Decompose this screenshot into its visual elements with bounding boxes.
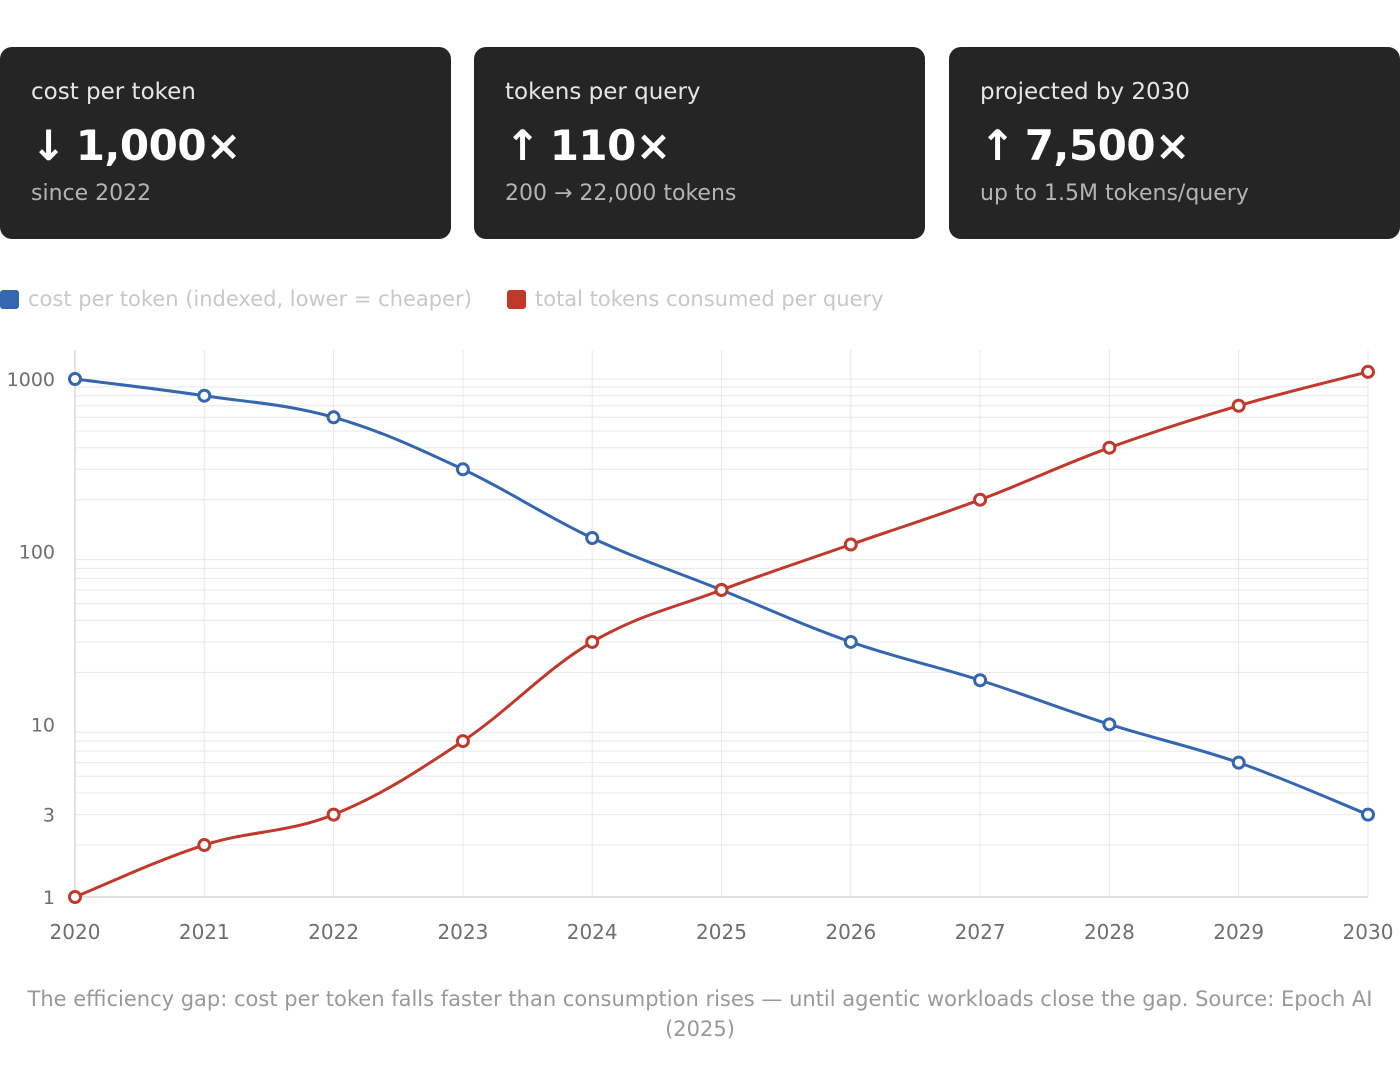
data-point-cost-per-token <box>197 388 212 403</box>
x-tick-label: 2022 <box>308 920 359 944</box>
stat-card-value: ↓ 1,000× <box>31 121 241 170</box>
data-point-tokens-per-query <box>197 838 212 853</box>
stat-card-value: ↑ 7,500× <box>980 121 1190 170</box>
data-point-tokens-per-query <box>455 734 470 749</box>
stat-card-number: 1,000× <box>75 121 242 170</box>
y-tick-label: 1 <box>43 887 55 909</box>
arrow-down-icon: ↓ <box>31 121 66 170</box>
stat-card-number: 110× <box>549 121 671 170</box>
x-tick-label: 2029 <box>1213 920 1264 944</box>
data-point-tokens-per-query <box>1102 440 1117 455</box>
x-tick-label: 2020 <box>50 920 101 944</box>
data-point-cost-per-token <box>1102 717 1117 732</box>
y-tick-label: 1000 <box>7 369 55 391</box>
legend-swatch-red <box>506 289 526 309</box>
data-point-tokens-per-query <box>1361 364 1375 379</box>
legend-label: total tokens consumed per query <box>534 287 884 311</box>
y-tick-label: 10 <box>31 714 55 736</box>
stat-card-value: ↑ 110× <box>505 121 671 170</box>
data-point-cost-per-token <box>68 372 82 386</box>
data-point-cost-per-token <box>1231 755 1246 770</box>
stat-card-label: projected by 2030 <box>980 79 1190 105</box>
legend-item-cost-per-token[interactable]: cost per token (indexed, lower = cheaper… <box>0 287 472 311</box>
arrow-up-icon: ↑ <box>980 121 1015 170</box>
stat-card-subtitle: since 2022 <box>31 181 152 206</box>
legend-item-tokens-per-query[interactable]: total tokens consumed per query <box>506 287 884 311</box>
stat-card-subtitle: up to 1.5M tokens/query <box>980 181 1249 206</box>
x-tick-label: 2024 <box>567 920 618 944</box>
y-tick-label: 3 <box>43 805 55 827</box>
chart-caption: The efficiency gap: cost per token falls… <box>27 987 1373 1041</box>
legend-swatch-blue <box>0 289 19 309</box>
stat-card-number: 7,500× <box>1024 121 1191 170</box>
x-tick-label: 2030 <box>1343 920 1394 944</box>
data-point-cost-per-token <box>585 530 600 545</box>
legend-label: cost per token (indexed, lower = cheaper… <box>28 287 472 311</box>
x-tick-label: 2026 <box>825 920 876 944</box>
x-tick-label: 2028 <box>1084 920 1135 944</box>
stat-card-subtitle: 200 → 22,000 tokens <box>505 181 737 206</box>
arrow-up-icon: ↑ <box>505 121 540 170</box>
data-point-tokens-per-query <box>585 634 600 649</box>
stat-card-tokens-per-query: tokens per query ↑ 110× 200 → 22,000 toke… <box>474 47 925 239</box>
data-point-cost-per-token <box>455 462 470 477</box>
x-tick-label: 2021 <box>179 920 230 944</box>
line-chart: 1 3 10 100 1000 2020 2021 2022 2023 2024 2025 2026 2… <box>7 350 1394 944</box>
stat-card-label: cost per token <box>31 79 196 105</box>
data-point-tokens-per-query <box>1231 398 1246 413</box>
x-tick-label: 2027 <box>955 920 1006 944</box>
data-point-cost-per-token <box>1361 807 1375 822</box>
data-point-tokens-per-query <box>68 890 82 904</box>
stat-card-projected-2030: projected by 2030 ↑ 7,500× up to 1.5M tok… <box>949 47 1400 239</box>
data-point-tokens-per-query <box>843 537 858 552</box>
stat-card-cost-per-token: cost per token ↓ 1,000× since 2022 <box>0 47 451 239</box>
data-point-tokens-per-query <box>326 807 341 822</box>
summary-cards: cost per token ↓ 1,000× since 2022 tokens… <box>0 47 1400 239</box>
y-tick-label: 100 <box>19 542 55 564</box>
data-point-cost-per-token <box>973 673 988 688</box>
stat-card-label: tokens per query <box>505 79 701 105</box>
x-tick-label: 2023 <box>437 920 488 944</box>
data-point-cost-per-token <box>326 410 341 425</box>
data-point-tokens-per-query <box>973 492 988 507</box>
chart-legend: cost per token (indexed, lower = cheaper… <box>0 287 914 317</box>
data-point-tokens-per-query <box>714 582 729 597</box>
x-tick-label: 2025 <box>696 920 747 944</box>
data-point-cost-per-token <box>843 634 858 649</box>
